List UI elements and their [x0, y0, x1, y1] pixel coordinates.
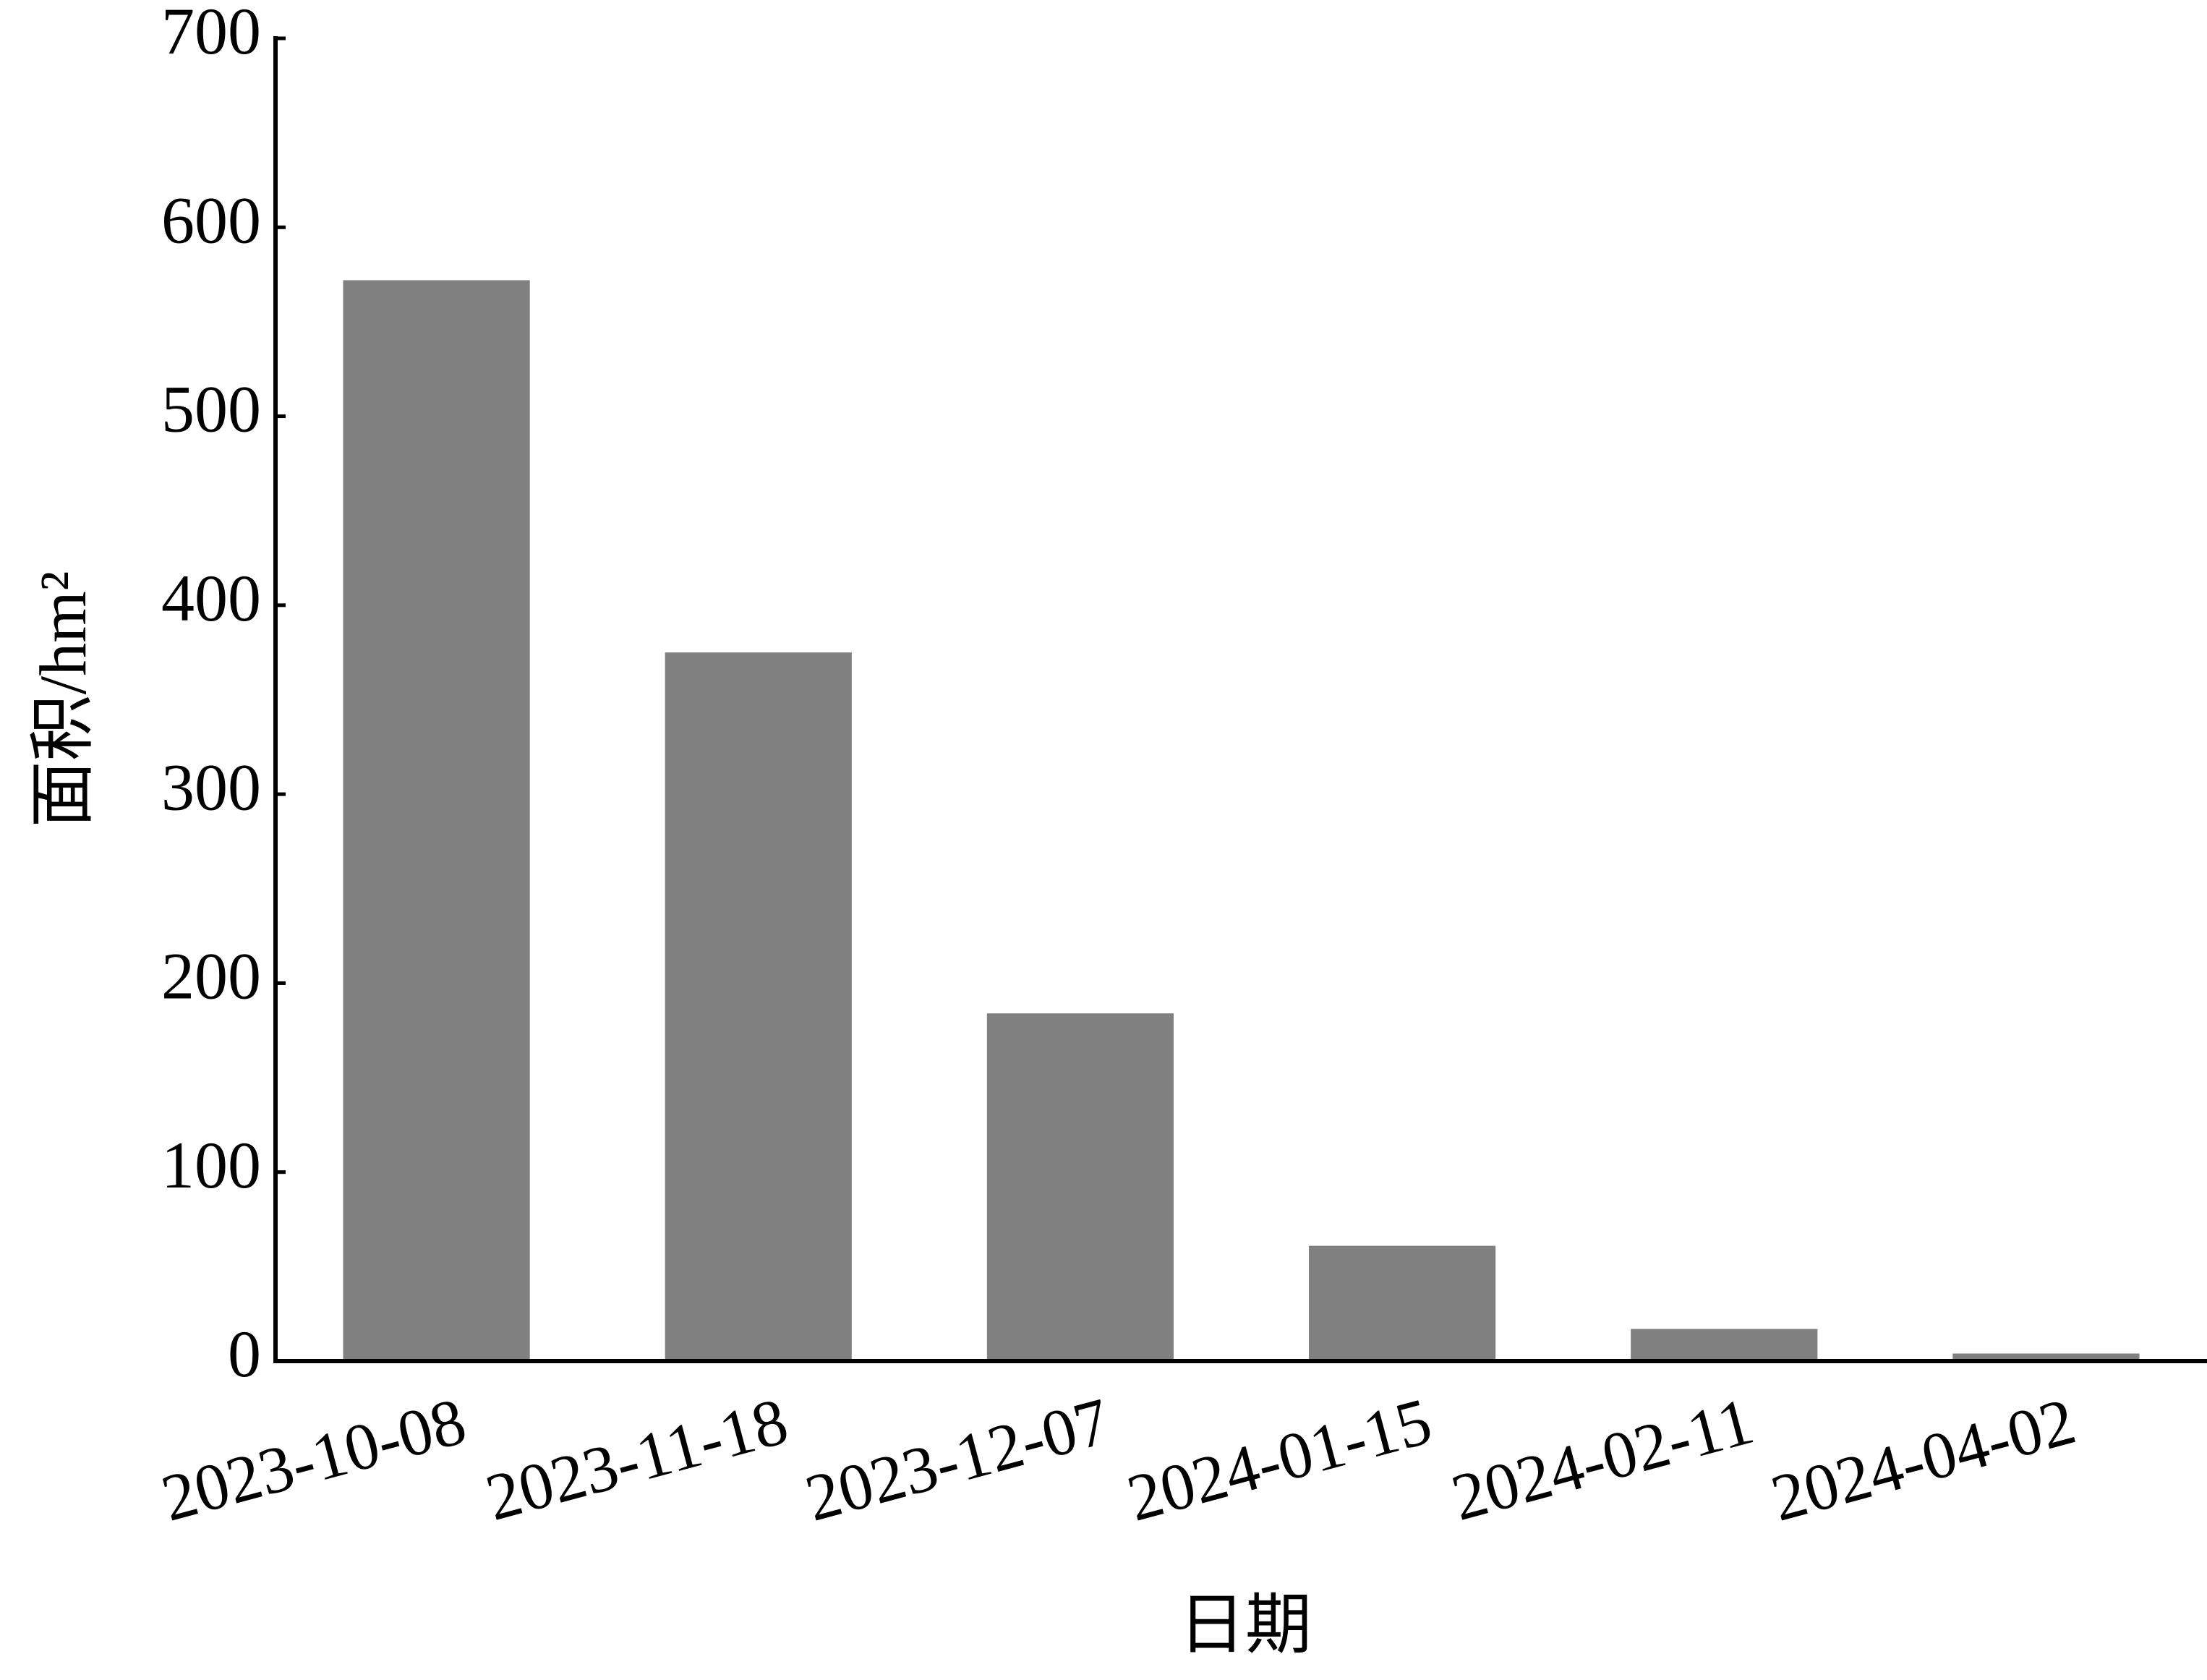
bar	[1631, 1329, 1818, 1361]
y-tick-label: 500	[161, 372, 261, 446]
y-tick-label: 0	[228, 1317, 261, 1391]
y-tick-label: 200	[161, 939, 261, 1013]
bar	[1308, 1245, 1496, 1361]
y-tick-label: 100	[161, 1128, 261, 1202]
y-tick-label: 700	[161, 0, 261, 68]
x-tick-label: 2023-10-08	[154, 1383, 473, 1535]
x-tick-label: 2023-11-18	[479, 1383, 795, 1535]
y-tick-label: 400	[161, 561, 261, 635]
x-tick-label: 2024-02-11	[1444, 1383, 1761, 1535]
x-tick-label: 2023-12-07	[798, 1383, 1117, 1535]
x-tick-label: 2024-04-02	[1764, 1383, 2083, 1535]
bar	[986, 1013, 1174, 1361]
bar	[343, 280, 530, 1362]
x-tick-label: 2024-01-15	[1120, 1383, 1439, 1535]
y-tick-label: 300	[161, 750, 261, 824]
bar	[1952, 1353, 2140, 1361]
x-axis-title: 日期	[1179, 1588, 1312, 1662]
y-tick-label: 600	[161, 183, 261, 257]
y-axis-title: 面积/hm²	[26, 571, 100, 828]
bar	[665, 652, 852, 1361]
